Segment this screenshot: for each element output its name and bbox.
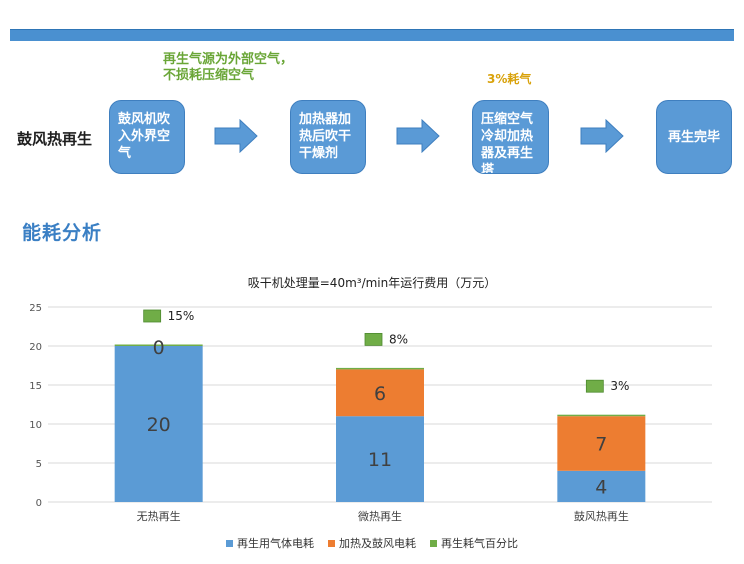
- y-tick-label: 0: [36, 498, 42, 509]
- regen-air-note-line-1: 再生气源为外部空气，: [163, 52, 294, 67]
- flow-step-heater: 加热器加 热后吹干 干燥剂: [290, 100, 366, 174]
- regen-air-note: 再生气源为外部空气， 不损耗压缩空气: [163, 52, 293, 84]
- percent-marker: [143, 309, 162, 323]
- bar-segment-gas-power: [557, 470, 646, 502]
- legend-label: 再生耗气百分比: [441, 537, 518, 550]
- x-tick-label: 鼓风热再生: [574, 509, 629, 523]
- data-label: 11: [368, 449, 392, 471]
- legend-item: 加热及鼓风电耗: [328, 535, 416, 551]
- y-tick-label: 15: [29, 381, 42, 392]
- step-text: 干燥剂: [299, 146, 339, 161]
- percent-marker: [364, 332, 383, 346]
- data-label: 4: [595, 476, 607, 498]
- bar-segment-heating-power: [557, 416, 646, 471]
- percent-marker: [585, 379, 604, 393]
- y-tick-label: 5: [36, 459, 42, 470]
- y-tick-label: 25: [29, 303, 42, 314]
- chart-legend: 再生用气体电耗 加热及鼓风电耗 再生耗气百分比: [0, 535, 744, 551]
- step-text: 鼓风机吹: [118, 112, 171, 127]
- percent-label: 8%: [389, 332, 408, 346]
- flow-arrow-icon: [214, 119, 258, 153]
- flow-step-cooling: 压缩空气 冷却加热 器及再生 塔: [472, 100, 549, 174]
- step-text: 塔: [481, 163, 495, 174]
- section-title: 能耗分析: [22, 222, 103, 244]
- legend-item: 再生耗气百分比: [430, 535, 518, 551]
- step-text: 冷却加热: [481, 129, 534, 144]
- step-text: 再生完毕: [667, 129, 720, 145]
- header-bar: [10, 29, 734, 41]
- flow-arrow-icon: [396, 119, 440, 153]
- legend-swatch: [328, 539, 335, 547]
- bar-segment-heating-power: [336, 369, 424, 417]
- data-label: 6: [374, 383, 386, 405]
- process-row-label: 鼓风热再生: [17, 130, 93, 148]
- legend-swatch: [226, 539, 233, 547]
- regen-air-note-line-2: 不损耗压缩空气: [163, 68, 255, 83]
- step-text: 热后吹干: [299, 129, 352, 144]
- data-label: 7: [595, 434, 607, 456]
- x-tick-label: 无热再生: [137, 509, 181, 523]
- flow-step-complete: 再生完毕: [656, 100, 732, 174]
- y-tick-label: 10: [29, 420, 42, 431]
- percent-label: 15%: [168, 309, 195, 323]
- chart-title: 吸干机处理量=40m³/min年运行费用（万元）: [247, 276, 497, 290]
- data-label: 20: [147, 414, 171, 436]
- bar-segment-gas-power: [336, 416, 424, 502]
- x-tick-label: 微热再生: [358, 509, 402, 523]
- y-tick-label: 20: [29, 342, 42, 353]
- bar-segment-air-percent: [557, 414, 646, 417]
- bar-segment-air-percent: [336, 367, 424, 370]
- step-text: 器及再生: [481, 146, 534, 161]
- bar-segment-gas-power: [114, 346, 203, 502]
- step-text: 压缩空气: [481, 112, 534, 127]
- step-text: 加热器加: [299, 112, 352, 127]
- flow-step-blower: 鼓风机吹 入外界空 气: [109, 100, 185, 174]
- legend-item: 再生用气体电耗: [226, 535, 314, 551]
- bar-segment-air-percent: [114, 344, 203, 346]
- legend-label: 再生用气体电耗: [237, 537, 314, 550]
- flow-arrow-icon: [580, 119, 624, 153]
- legend-label: 加热及鼓风电耗: [339, 537, 416, 550]
- data-label: 0: [153, 337, 165, 359]
- step-text: 气: [118, 146, 132, 161]
- legend-swatch: [430, 539, 437, 547]
- percent-label: 3%: [610, 379, 629, 393]
- air-consumption-note: 3%耗气: [487, 72, 532, 86]
- step-text: 入外界空: [118, 129, 171, 144]
